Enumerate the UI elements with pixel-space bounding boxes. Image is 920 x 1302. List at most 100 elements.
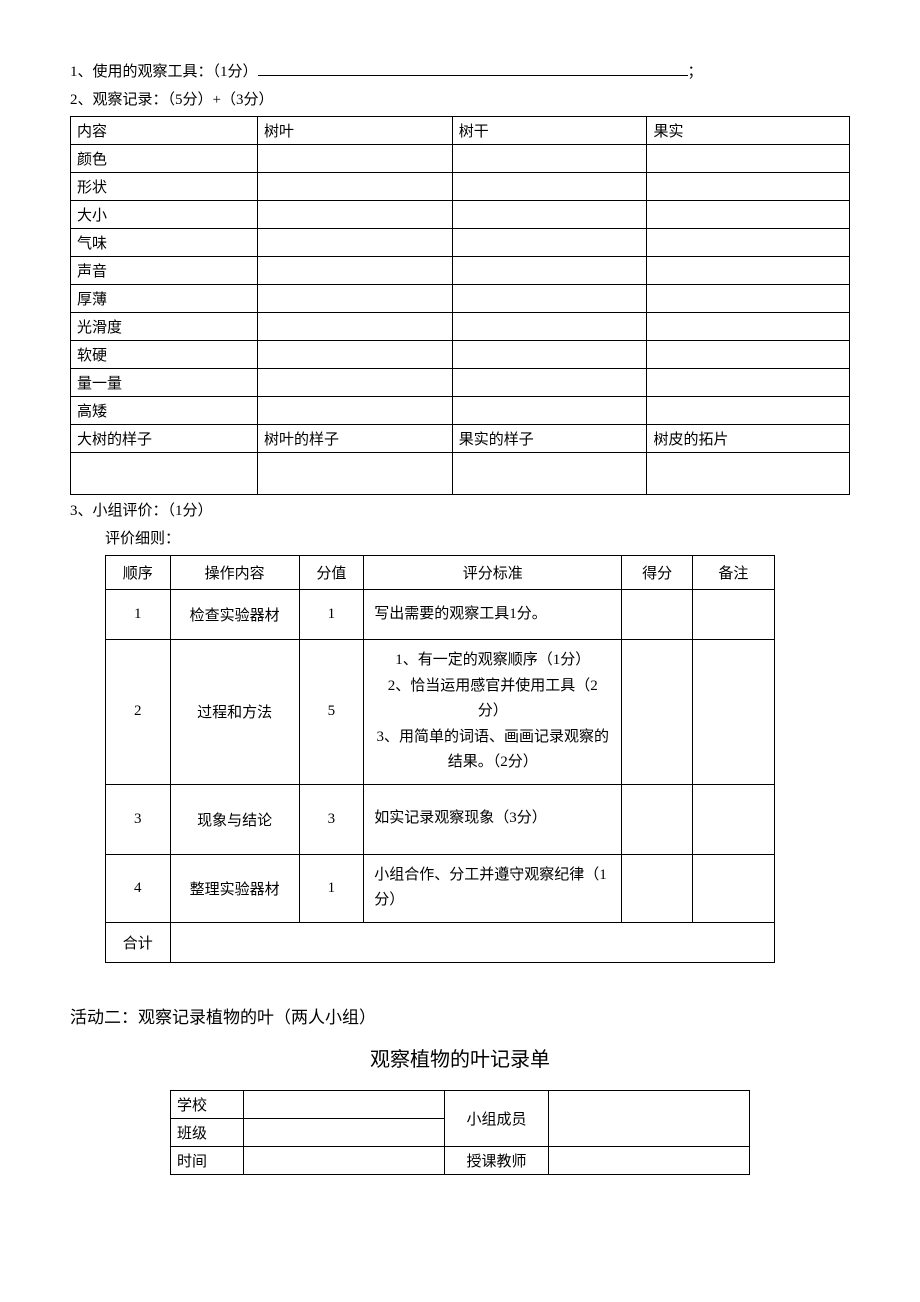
obs-row: 形状 <box>71 173 850 201</box>
obs-cell[interactable] <box>257 201 452 229</box>
obs-header-2: 树干 <box>452 117 647 145</box>
obs-cell[interactable] <box>257 369 452 397</box>
obs-cell[interactable] <box>647 397 850 425</box>
rubric-total-label: 合计 <box>106 922 171 962</box>
rubric-header-op: 操作内容 <box>170 556 299 590</box>
item-3-label: 3、小组评价：（1分） <box>70 503 213 519</box>
rubric-score-2[interactable] <box>622 640 692 785</box>
obs-row-label: 光滑度 <box>71 313 258 341</box>
obs-drawing-cell[interactable] <box>257 453 452 495</box>
item-2-record: 2、观察记录：（5分）+（3分） <box>70 88 850 112</box>
info-row-3: 时间 授课教师 <box>171 1146 750 1174</box>
obs-cell[interactable] <box>647 313 850 341</box>
rubric-header-score: 得分 <box>622 556 692 590</box>
rubric-op-4: 整理实验器材 <box>170 854 299 922</box>
rubric-val-4: 1 <box>299 854 364 922</box>
rubric-total-cell[interactable] <box>170 922 774 962</box>
obs-drawing-cell[interactable] <box>452 453 647 495</box>
info-teacher-value[interactable] <box>548 1146 749 1174</box>
rubric-crit-4: 小组合作、分工并遵守观察纪律（1分） <box>364 854 622 922</box>
rubric-note-2[interactable] <box>692 640 774 785</box>
rubric-note-1[interactable] <box>692 590 774 640</box>
activity-2-title: 活动二：观察记录植物的叶（两人小组） <box>70 1003 850 1028</box>
obs-cell[interactable] <box>257 173 452 201</box>
obs-cell[interactable] <box>257 397 452 425</box>
rubric-score-4[interactable] <box>622 854 692 922</box>
rubric-val-2: 5 <box>299 640 364 785</box>
obs-cell[interactable] <box>452 257 647 285</box>
obs-drawing-header-3: 树皮的拓片 <box>647 425 850 453</box>
info-members-value[interactable] <box>548 1090 749 1146</box>
rubric-subtitle: 评价细则： <box>105 527 850 551</box>
obs-drawing-cell[interactable] <box>647 453 850 495</box>
obs-row: 软硬 <box>71 341 850 369</box>
obs-cell[interactable] <box>647 341 850 369</box>
rubric-row-4: 4 整理实验器材 1 小组合作、分工并遵守观察纪律（1分） <box>106 854 775 922</box>
obs-cell[interactable] <box>647 285 850 313</box>
rubric-note-4[interactable] <box>692 854 774 922</box>
obs-row: 颜色 <box>71 145 850 173</box>
obs-cell[interactable] <box>452 201 647 229</box>
obs-header-0: 内容 <box>71 117 258 145</box>
info-class-label: 班级 <box>171 1118 244 1146</box>
obs-cell[interactable] <box>257 341 452 369</box>
obs-drawing-row <box>71 453 850 495</box>
obs-row-label: 颜色 <box>71 145 258 173</box>
obs-cell[interactable] <box>452 341 647 369</box>
obs-row-label: 声音 <box>71 257 258 285</box>
obs-cell[interactable] <box>257 257 452 285</box>
obs-cell[interactable] <box>647 229 850 257</box>
obs-cell[interactable] <box>452 145 647 173</box>
item-2-label: 2、观察记录：（5分）+（3分） <box>70 92 273 108</box>
obs-row: 光滑度 <box>71 313 850 341</box>
obs-cell[interactable] <box>647 201 850 229</box>
info-class-value[interactable] <box>244 1118 445 1146</box>
obs-cell[interactable] <box>452 397 647 425</box>
obs-cell[interactable] <box>452 229 647 257</box>
rubric-subtitle-text: 评价细则： <box>105 531 180 547</box>
rubric-score-3[interactable] <box>622 784 692 854</box>
blank-line-tools[interactable] <box>258 61 688 76</box>
obs-header-3: 果实 <box>647 117 850 145</box>
obs-cell[interactable] <box>647 369 850 397</box>
rubric-seq-1: 1 <box>106 590 171 640</box>
obs-cell[interactable] <box>257 285 452 313</box>
obs-cell[interactable] <box>257 229 452 257</box>
obs-drawing-header-2: 果实的样子 <box>452 425 647 453</box>
obs-row: 高矮 <box>71 397 850 425</box>
obs-cell[interactable] <box>647 257 850 285</box>
rubric-score-1[interactable] <box>622 590 692 640</box>
info-school-label: 学校 <box>171 1090 244 1118</box>
info-row-1: 学校 小组成员 <box>171 1090 750 1118</box>
rubric-total-row: 合计 <box>106 922 775 962</box>
obs-cell[interactable] <box>647 173 850 201</box>
obs-cell[interactable] <box>452 285 647 313</box>
info-table: 学校 小组成员 班级 时间 授课教师 <box>170 1090 750 1175</box>
obs-row: 厚薄 <box>71 285 850 313</box>
rubric-crit-2: 1、有一定的观察顺序（1分） 2、恰当运用感官并使用工具（2分） 3、用简单的词… <box>364 640 622 785</box>
obs-row-label: 大小 <box>71 201 258 229</box>
rubric-header-seq: 顺序 <box>106 556 171 590</box>
obs-cell[interactable] <box>452 369 647 397</box>
obs-row-label: 形状 <box>71 173 258 201</box>
info-time-value[interactable] <box>244 1146 445 1174</box>
rubric-op-3: 现象与结论 <box>170 784 299 854</box>
item-1-label: 1、使用的观察工具：（1分） <box>70 64 258 80</box>
rubric-crit-3: 如实记录观察现象（3分） <box>364 784 622 854</box>
obs-drawing-cell[interactable] <box>71 453 258 495</box>
item-3-eval: 3、小组评价：（1分） <box>70 499 850 523</box>
obs-cell[interactable] <box>452 173 647 201</box>
rubric-header-val: 分值 <box>299 556 364 590</box>
info-school-value[interactable] <box>244 1090 445 1118</box>
obs-cell[interactable] <box>452 313 647 341</box>
rubric-header-note: 备注 <box>692 556 774 590</box>
obs-drawing-header-1: 树叶的样子 <box>257 425 452 453</box>
obs-cell[interactable] <box>257 313 452 341</box>
obs-row: 大小 <box>71 201 850 229</box>
activity-2-form-title: 观察植物的叶记录单 <box>70 1043 850 1072</box>
rubric-note-3[interactable] <box>692 784 774 854</box>
rubric-op-2: 过程和方法 <box>170 640 299 785</box>
rubric-seq-4: 4 <box>106 854 171 922</box>
obs-cell[interactable] <box>647 145 850 173</box>
obs-cell[interactable] <box>257 145 452 173</box>
